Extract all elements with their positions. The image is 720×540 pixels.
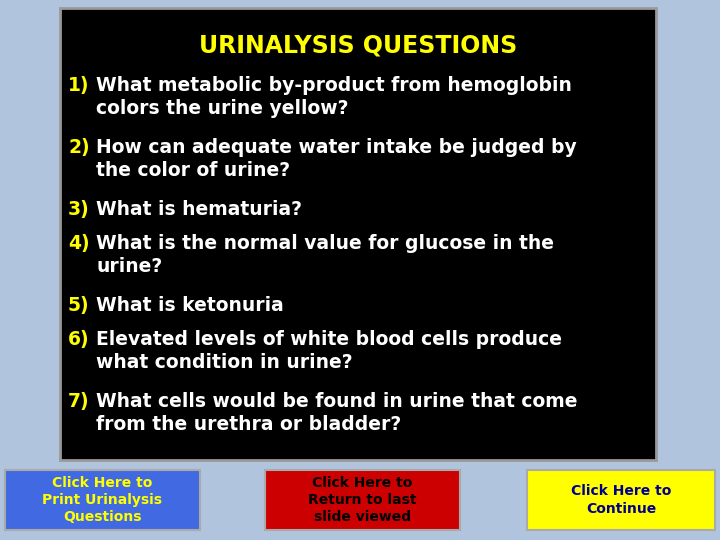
Text: Click Here to
Return to last
slide viewed: Click Here to Return to last slide viewe… xyxy=(308,476,417,524)
FancyBboxPatch shape xyxy=(60,8,656,460)
Text: What metabolic by-product from hemoglobin
colors the urine yellow?: What metabolic by-product from hemoglobi… xyxy=(96,76,572,118)
Text: What is the normal value for glucose in the
urine?: What is the normal value for glucose in … xyxy=(96,234,554,276)
FancyBboxPatch shape xyxy=(5,470,200,530)
Text: 2): 2) xyxy=(68,138,89,157)
Text: 3): 3) xyxy=(68,200,90,219)
Text: 5): 5) xyxy=(68,296,89,315)
Text: 6): 6) xyxy=(68,330,89,349)
FancyBboxPatch shape xyxy=(527,470,715,530)
Text: Elevated levels of white blood cells produce
what condition in urine?: Elevated levels of white blood cells pro… xyxy=(96,330,562,372)
Text: Click Here to
Continue: Click Here to Continue xyxy=(571,484,671,516)
FancyBboxPatch shape xyxy=(265,470,460,530)
Text: 1): 1) xyxy=(68,76,89,95)
Text: What is hematuria?: What is hematuria? xyxy=(96,200,302,219)
Text: How can adequate water intake be judged by
the color of urine?: How can adequate water intake be judged … xyxy=(96,138,577,180)
Text: Click Here to
Print Urinalysis
Questions: Click Here to Print Urinalysis Questions xyxy=(42,476,163,524)
Text: What cells would be found in urine that come
from the urethra or bladder?: What cells would be found in urine that … xyxy=(96,392,577,434)
Text: 7): 7) xyxy=(68,392,89,411)
Text: URINALYSIS QUESTIONS: URINALYSIS QUESTIONS xyxy=(199,34,517,58)
Text: 4): 4) xyxy=(68,234,89,253)
Text: What is ketonuria: What is ketonuria xyxy=(96,296,284,315)
